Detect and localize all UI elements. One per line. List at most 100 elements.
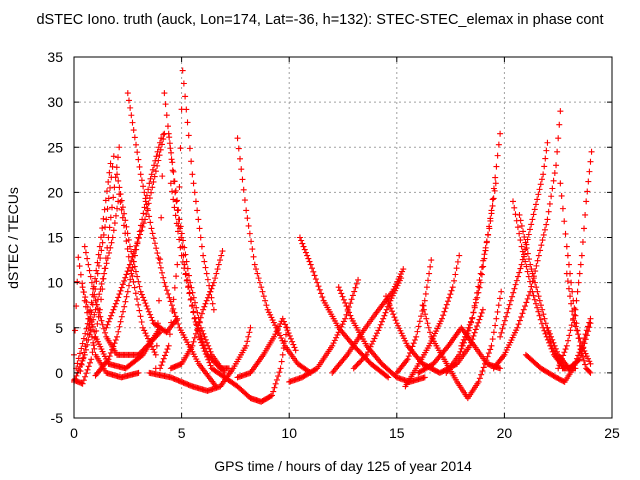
data-point xyxy=(556,362,563,369)
data-point xyxy=(472,296,479,303)
x-tick-label: 25 xyxy=(604,425,620,441)
data-point xyxy=(576,270,583,277)
data-point xyxy=(510,198,517,205)
data-point xyxy=(111,340,118,347)
data-point xyxy=(260,293,267,300)
data-point xyxy=(108,174,115,181)
data-point xyxy=(340,296,347,303)
data-point xyxy=(143,332,150,339)
data-point xyxy=(191,299,198,306)
data-point xyxy=(585,178,592,185)
data-point xyxy=(544,139,551,146)
data-point xyxy=(158,214,165,221)
data-point xyxy=(84,341,91,348)
data-point xyxy=(141,189,148,196)
data-point xyxy=(521,233,528,240)
data-point xyxy=(186,272,193,279)
data-point xyxy=(355,276,362,283)
data-point xyxy=(351,288,358,295)
data-point xyxy=(134,149,141,156)
data-point xyxy=(318,290,325,297)
data-point xyxy=(482,360,489,367)
data-point xyxy=(99,225,106,232)
data-point xyxy=(390,311,397,318)
data-point xyxy=(143,201,150,208)
data-point xyxy=(315,283,322,290)
data-point xyxy=(202,264,209,271)
data-point xyxy=(179,258,186,265)
data-point xyxy=(153,245,160,252)
data-point xyxy=(191,315,198,322)
data-point xyxy=(524,268,531,275)
data-point xyxy=(160,131,167,138)
data-point xyxy=(107,160,114,167)
data-point xyxy=(540,311,547,318)
data-point xyxy=(108,239,115,246)
data-point xyxy=(391,314,398,321)
data-point xyxy=(87,313,94,320)
data-point xyxy=(380,315,387,322)
data-point xyxy=(496,295,503,302)
data-point xyxy=(102,329,109,336)
data-point xyxy=(105,178,112,185)
data-point xyxy=(161,279,168,286)
data-point xyxy=(151,162,158,169)
data-point xyxy=(526,278,533,285)
data-point xyxy=(305,255,312,262)
data-point xyxy=(201,303,208,310)
data-point xyxy=(583,332,590,339)
data-point xyxy=(578,252,585,259)
data-point xyxy=(202,300,209,307)
data-point xyxy=(285,330,292,337)
data-point xyxy=(385,299,392,306)
data-point xyxy=(119,281,126,288)
data-point xyxy=(134,239,141,246)
data-point xyxy=(448,287,455,294)
data-point xyxy=(452,271,459,278)
data-point xyxy=(342,299,349,306)
data-point xyxy=(449,284,456,291)
data-point xyxy=(282,321,289,328)
data-point xyxy=(569,308,576,315)
data-point xyxy=(147,219,154,226)
data-point xyxy=(446,294,453,301)
data-point xyxy=(342,315,349,322)
data-point xyxy=(383,306,390,313)
data-point xyxy=(122,298,129,305)
data-point xyxy=(123,223,130,230)
data-point xyxy=(103,324,110,331)
data-point xyxy=(336,287,343,294)
data-point xyxy=(576,356,583,363)
data-point xyxy=(183,106,190,113)
data-point xyxy=(205,342,212,349)
data-point xyxy=(374,330,381,337)
data-point xyxy=(106,315,113,322)
data-point xyxy=(160,274,167,281)
data-point xyxy=(543,221,550,228)
data-point xyxy=(278,358,285,365)
data-point xyxy=(567,327,574,334)
data-point xyxy=(538,176,545,183)
data-point xyxy=(451,277,458,284)
data-point xyxy=(563,342,570,349)
data-point xyxy=(118,313,125,320)
data-point xyxy=(515,273,522,280)
data-point xyxy=(559,205,566,212)
data-point xyxy=(561,218,568,225)
data-point xyxy=(489,336,496,343)
data-point xyxy=(100,215,107,222)
data-point xyxy=(526,256,533,263)
data-point xyxy=(535,252,542,259)
data-point xyxy=(376,324,383,331)
data-point xyxy=(517,237,524,244)
data-point xyxy=(171,204,178,211)
data-point xyxy=(169,307,176,314)
data-point xyxy=(114,297,121,304)
data-point xyxy=(454,258,461,265)
data-point xyxy=(115,177,122,184)
data-point xyxy=(572,312,579,319)
data-point xyxy=(440,312,447,319)
data-point xyxy=(176,183,183,190)
data-series-18 xyxy=(234,135,314,376)
data-point xyxy=(240,186,247,193)
